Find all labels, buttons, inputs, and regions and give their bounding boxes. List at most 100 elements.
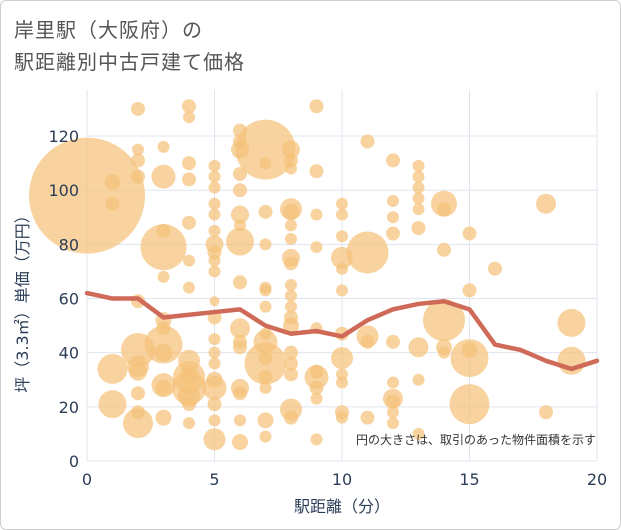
data-bubble xyxy=(183,417,195,430)
bubble-size-note: 円の大きさは、取引のあった物件面積を示す xyxy=(356,432,596,447)
data-bubble xyxy=(235,119,296,180)
data-bubble xyxy=(155,409,172,426)
data-bubble xyxy=(208,333,221,346)
data-bubble xyxy=(462,226,477,241)
data-bubble xyxy=(208,208,221,221)
chart-title: 岸里駅（大阪府）の 駅距離別中古戸建て価格 xyxy=(14,14,245,78)
data-bubble xyxy=(411,221,426,236)
data-bubble xyxy=(97,353,128,384)
data-bubble xyxy=(412,427,425,440)
data-bubble xyxy=(182,99,196,114)
data-bubble xyxy=(412,159,425,172)
data-bubble xyxy=(285,300,297,313)
data-bubble xyxy=(231,205,249,224)
data-bubble xyxy=(209,296,220,307)
data-bubble xyxy=(336,411,348,424)
data-bubble xyxy=(462,283,477,298)
y-tick-label: 60 xyxy=(59,290,79,309)
data-bubble xyxy=(386,153,400,168)
y-tick-label: 20 xyxy=(59,398,79,417)
data-bubble xyxy=(284,356,298,371)
data-bubble xyxy=(208,159,221,172)
data-bubble xyxy=(233,183,247,198)
data-bubble xyxy=(438,346,450,359)
data-bubble xyxy=(259,238,272,251)
data-bubble xyxy=(412,203,425,216)
data-bubble xyxy=(208,254,221,267)
data-bubble xyxy=(336,262,348,275)
data-bubble xyxy=(183,281,195,294)
data-bubble xyxy=(131,101,145,116)
data-bubble xyxy=(230,318,250,339)
tick-labels: 0 20 40 60 80 100 120 0 5 10 15 20 xyxy=(48,127,607,489)
data-bubble xyxy=(208,346,221,359)
data-bubble xyxy=(539,405,553,420)
data-bubble xyxy=(412,181,425,194)
data-bubble xyxy=(387,406,399,419)
data-bubble xyxy=(336,376,348,389)
data-bubble xyxy=(412,373,425,386)
x-axis-label: 駅距離（分） xyxy=(294,497,390,516)
data-bubble xyxy=(233,340,247,355)
data-bubble xyxy=(449,384,490,425)
data-bubble xyxy=(233,386,247,401)
data-bubble xyxy=(208,357,221,370)
data-bubble xyxy=(258,370,273,385)
bubble-layer xyxy=(29,99,586,451)
y-tick-label: 120 xyxy=(48,127,79,146)
data-bubble xyxy=(234,414,246,427)
data-bubble xyxy=(283,317,299,334)
data-bubble xyxy=(285,278,297,291)
data-bubble xyxy=(309,99,324,114)
data-bubble xyxy=(208,224,221,237)
data-bubble xyxy=(208,414,221,427)
data-bubble xyxy=(387,195,399,208)
data-bubble xyxy=(104,174,121,191)
data-bubble xyxy=(29,137,145,254)
data-bubble xyxy=(336,284,348,297)
data-bubble xyxy=(336,197,348,210)
data-bubble xyxy=(450,339,489,378)
data-bubble xyxy=(203,428,226,451)
data-bubble xyxy=(183,254,195,267)
data-bubble xyxy=(283,203,299,220)
y-tick-label: 100 xyxy=(48,181,79,200)
data-bubble xyxy=(182,397,196,412)
data-bubble xyxy=(284,410,298,425)
data-bubble xyxy=(285,289,297,302)
data-bubble xyxy=(131,169,145,184)
data-bubble xyxy=(437,202,451,217)
data-bubble xyxy=(536,193,556,214)
data-bubble xyxy=(284,345,298,360)
data-bubble xyxy=(131,386,145,401)
data-bubble xyxy=(155,379,172,396)
data-bubble xyxy=(157,270,170,283)
data-bubble xyxy=(310,241,323,254)
average-price-line xyxy=(84,290,600,372)
data-bubble xyxy=(336,230,348,243)
data-bubble xyxy=(284,256,298,271)
data-bubble xyxy=(182,156,196,171)
data-bubble xyxy=(412,192,425,205)
data-bubble xyxy=(309,164,324,179)
x-tick-label: 10 xyxy=(332,470,352,489)
data-bubble xyxy=(208,197,221,210)
data-bubble xyxy=(208,265,221,278)
data-bubble xyxy=(360,410,375,425)
y-tick-label: 40 xyxy=(59,344,79,363)
data-bubble xyxy=(259,300,272,313)
data-bubble xyxy=(285,162,297,175)
y-tick-label: 0 xyxy=(69,452,79,471)
data-bubble xyxy=(154,343,173,362)
data-bubble xyxy=(331,347,353,370)
data-bubble xyxy=(386,334,400,349)
data-bubble xyxy=(423,299,465,342)
data-bubble xyxy=(226,227,254,256)
data-bubble xyxy=(282,140,300,159)
data-bubble xyxy=(284,367,298,382)
data-bubble xyxy=(304,365,329,390)
x-tick-label: 15 xyxy=(459,470,479,489)
data-bubble xyxy=(557,308,586,337)
data-bubble xyxy=(285,232,297,245)
